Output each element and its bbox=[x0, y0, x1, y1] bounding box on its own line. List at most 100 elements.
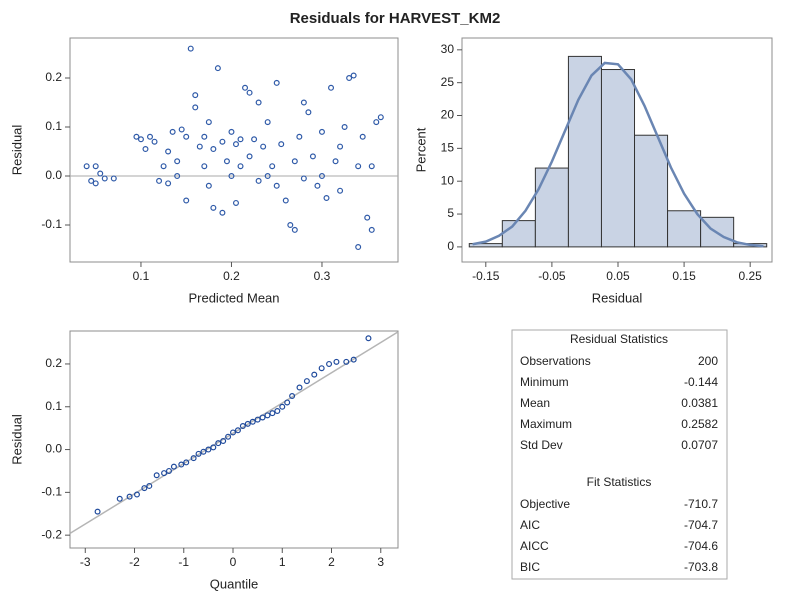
point bbox=[300, 99, 307, 106]
row-label: AIC bbox=[520, 518, 540, 532]
y-tick-label: -0.2 bbox=[41, 527, 62, 541]
point bbox=[205, 182, 212, 189]
point bbox=[183, 459, 190, 466]
point bbox=[355, 244, 362, 251]
point bbox=[210, 204, 217, 211]
bar bbox=[600, 69, 636, 248]
plot-frame bbox=[69, 37, 399, 263]
point bbox=[133, 133, 140, 140]
row-value: 0.2582 bbox=[681, 417, 718, 431]
row-value: 0.0381 bbox=[681, 396, 718, 410]
point bbox=[359, 133, 366, 140]
x-tick-label: 2 bbox=[328, 555, 335, 569]
point bbox=[269, 163, 276, 170]
point bbox=[174, 158, 181, 165]
point bbox=[318, 172, 325, 179]
point bbox=[228, 172, 235, 179]
point bbox=[215, 440, 222, 447]
point bbox=[259, 414, 266, 421]
row-label: AICC bbox=[520, 539, 549, 553]
x-tick-label: -2 bbox=[129, 555, 140, 569]
y-tick-label: 25 bbox=[441, 75, 455, 89]
point bbox=[169, 128, 176, 135]
x-tick-label: 0 bbox=[230, 555, 237, 569]
y-tick-label: 0.1 bbox=[45, 399, 62, 413]
bar bbox=[667, 210, 702, 248]
point bbox=[205, 119, 212, 126]
point bbox=[147, 133, 154, 140]
x-tick-label: -1 bbox=[178, 555, 189, 569]
point bbox=[350, 72, 357, 79]
y-tick-label: -0.1 bbox=[41, 485, 62, 499]
point bbox=[332, 158, 339, 165]
point bbox=[269, 410, 276, 417]
row-label: Std Dev bbox=[520, 438, 563, 452]
y-tick-label: 5 bbox=[447, 206, 454, 220]
point bbox=[187, 45, 194, 52]
point bbox=[311, 371, 318, 378]
point bbox=[94, 508, 101, 515]
point bbox=[284, 399, 291, 406]
point bbox=[364, 214, 371, 221]
point bbox=[234, 427, 241, 434]
point bbox=[296, 384, 303, 391]
point bbox=[156, 177, 163, 184]
x-tick-label: -0.15 bbox=[472, 269, 500, 283]
point bbox=[377, 114, 384, 121]
point bbox=[137, 136, 144, 143]
point bbox=[146, 482, 153, 489]
table-title: Fit Statistics bbox=[587, 475, 652, 489]
point bbox=[237, 136, 244, 143]
point bbox=[170, 463, 177, 470]
point bbox=[192, 92, 199, 99]
point bbox=[254, 416, 261, 423]
reference-line bbox=[69, 331, 399, 535]
point bbox=[214, 65, 221, 72]
point bbox=[282, 197, 289, 204]
point bbox=[183, 197, 190, 204]
point bbox=[264, 119, 271, 126]
x-tick-label: -3 bbox=[80, 555, 91, 569]
point bbox=[246, 89, 253, 96]
point bbox=[210, 444, 217, 451]
point bbox=[323, 195, 330, 202]
point bbox=[249, 418, 256, 425]
x-axis-label: Quantile bbox=[210, 576, 258, 591]
row-label: Minimum bbox=[520, 375, 569, 389]
point bbox=[165, 180, 172, 187]
row-value: -704.6 bbox=[684, 539, 718, 553]
point bbox=[178, 126, 185, 133]
y-tick-label: 0.2 bbox=[45, 356, 62, 370]
x-tick-label: 0.05 bbox=[606, 269, 630, 283]
point bbox=[165, 148, 172, 155]
point bbox=[368, 163, 375, 170]
point bbox=[326, 360, 333, 367]
point bbox=[355, 163, 362, 170]
bar bbox=[567, 55, 602, 248]
point bbox=[219, 138, 226, 145]
x-tick-label: 0.2 bbox=[223, 269, 240, 283]
point bbox=[126, 493, 133, 500]
stats-box bbox=[511, 329, 728, 580]
point bbox=[279, 403, 286, 410]
point bbox=[195, 450, 202, 457]
point bbox=[153, 472, 160, 479]
point bbox=[318, 128, 325, 135]
point bbox=[219, 209, 226, 216]
point bbox=[161, 470, 168, 477]
x-axis-label: Residual bbox=[592, 290, 643, 305]
point bbox=[264, 412, 271, 419]
point bbox=[97, 170, 104, 177]
point bbox=[328, 84, 335, 91]
bar bbox=[534, 167, 569, 248]
point bbox=[178, 461, 185, 468]
point bbox=[92, 163, 99, 170]
point bbox=[368, 226, 375, 233]
point bbox=[205, 446, 212, 453]
y-tick-label: 0.0 bbox=[45, 168, 62, 182]
y-tick-label: 20 bbox=[441, 108, 455, 122]
point bbox=[273, 79, 280, 86]
y-tick-label: 30 bbox=[441, 42, 455, 56]
bar bbox=[501, 220, 536, 248]
